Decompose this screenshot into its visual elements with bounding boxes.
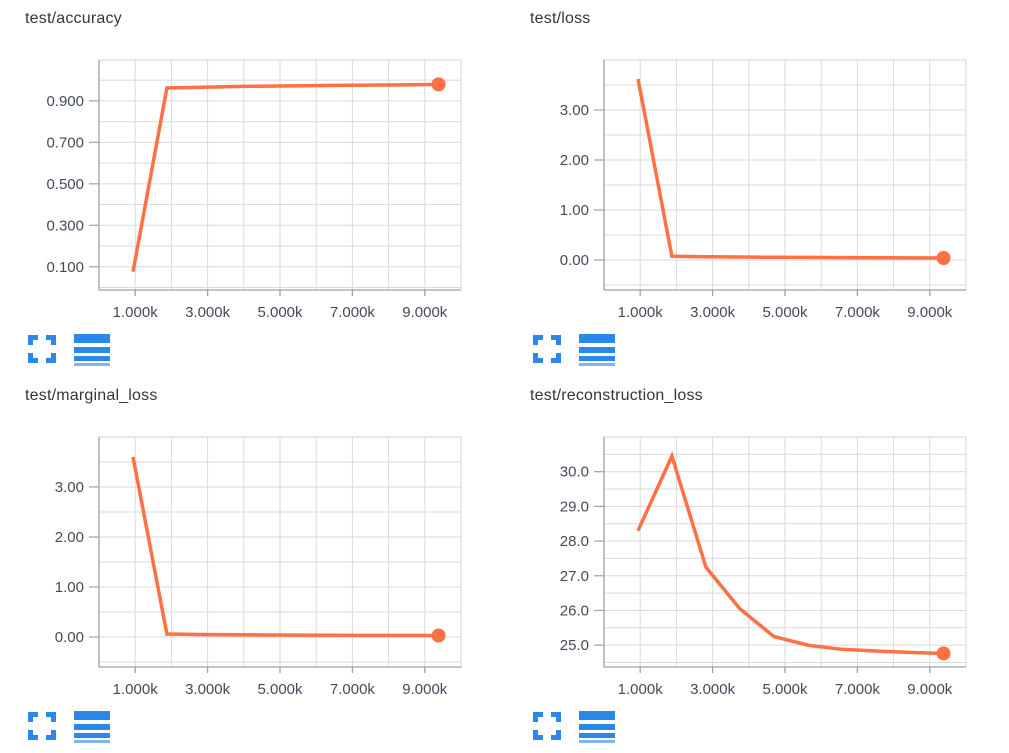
- svg-text:26.0: 26.0: [560, 602, 589, 619]
- svg-text:1.000k: 1.000k: [113, 681, 159, 698]
- svg-text:7.000k: 7.000k: [330, 304, 376, 321]
- svg-text:7.000k: 7.000k: [835, 681, 881, 698]
- line-chart[interactable]: 1.000k 3.000k 5.000k 7.000k 9.000k 0.100 0.300…: [0, 0, 504, 332]
- chart-toolbar: [532, 711, 615, 743]
- svg-text:0.300: 0.300: [46, 217, 84, 234]
- svg-text:3.000k: 3.000k: [690, 681, 736, 698]
- line-chart[interactable]: 1.000k 3.000k 5.000k 7.000k 9.000k 0.00 1.00 2.…: [505, 0, 1009, 332]
- expand-icon: [533, 335, 561, 363]
- chart-title: test/marginal_loss: [25, 387, 158, 404]
- svg-text:1.000k: 1.000k: [113, 304, 159, 321]
- svg-text:25.0: 25.0: [560, 637, 589, 654]
- svg-text:5.000k: 5.000k: [762, 681, 808, 698]
- log-scale-icon: [579, 334, 615, 366]
- chart-toolbar: [532, 334, 615, 366]
- expand-icon: [533, 712, 561, 740]
- svg-text:3.00: 3.00: [55, 479, 84, 496]
- expand-chart-button[interactable]: [27, 711, 57, 741]
- svg-text:2.00: 2.00: [560, 152, 589, 169]
- svg-text:7.000k: 7.000k: [835, 304, 881, 321]
- log-scale-icon: [579, 711, 615, 743]
- toggle-log-scale-button[interactable]: [74, 711, 110, 743]
- svg-text:9.000k: 9.000k: [402, 304, 448, 321]
- expand-chart-button[interactable]: [532, 334, 562, 364]
- chart-card-test-marginal-loss: test/marginal_loss 1.000k 3.000k 5.000k 7.0…: [0, 377, 504, 753]
- line-chart[interactable]: 1.000k 3.000k 5.000k 7.000k 9.000k 0.00 1.00 2.…: [0, 377, 504, 709]
- svg-text:1.00: 1.00: [55, 579, 84, 596]
- chart-toolbar: [27, 711, 110, 743]
- chart-title: test/loss: [530, 10, 591, 27]
- expand-icon: [28, 712, 56, 740]
- svg-text:0.100: 0.100: [46, 259, 84, 276]
- svg-text:28.0: 28.0: [560, 533, 589, 550]
- chart-title: test/reconstruction_loss: [530, 387, 703, 404]
- chart-title: test/accuracy: [25, 10, 122, 27]
- chart-card-test-accuracy: test/accuracy 1.000k 3.000k 5.000k 7.000k 9.…: [0, 0, 504, 376]
- toggle-log-scale-button[interactable]: [579, 334, 615, 366]
- toggle-log-scale-button[interactable]: [74, 334, 110, 366]
- toggle-log-scale-button[interactable]: [579, 711, 615, 743]
- svg-text:0.500: 0.500: [46, 176, 84, 193]
- log-scale-icon: [74, 711, 110, 743]
- log-scale-icon: [74, 334, 110, 366]
- svg-text:3.000k: 3.000k: [185, 304, 231, 321]
- svg-text:5.000k: 5.000k: [762, 304, 808, 321]
- chart-toolbar: [27, 334, 110, 366]
- svg-text:0.00: 0.00: [560, 252, 589, 269]
- svg-text:27.0: 27.0: [560, 568, 589, 585]
- svg-text:5.000k: 5.000k: [257, 681, 303, 698]
- expand-chart-button[interactable]: [27, 334, 57, 364]
- line-chart[interactable]: 1.000k 3.000k 5.000k 7.000k 9.000k 25.0 26.0 27…: [505, 377, 1009, 709]
- expand-chart-button[interactable]: [532, 711, 562, 741]
- expand-icon: [28, 335, 56, 363]
- svg-text:1.000k: 1.000k: [618, 681, 664, 698]
- svg-text:1.000k: 1.000k: [618, 304, 664, 321]
- svg-text:30.0: 30.0: [560, 464, 589, 481]
- svg-text:7.000k: 7.000k: [330, 681, 376, 698]
- svg-text:0.900: 0.900: [46, 93, 84, 110]
- chart-card-test-reconstruction-loss: test/reconstruction_loss 1.000k 3.000k 5.0…: [505, 377, 1009, 753]
- chart-card-test-loss: test/loss 1.000k 3.000k 5.000k 7.000k 9.000k…: [505, 0, 1009, 376]
- svg-text:3.000k: 3.000k: [185, 681, 231, 698]
- svg-text:2.00: 2.00: [55, 529, 84, 546]
- svg-text:9.000k: 9.000k: [907, 681, 953, 698]
- svg-text:3.00: 3.00: [560, 102, 589, 119]
- svg-text:9.000k: 9.000k: [907, 304, 953, 321]
- svg-text:3.000k: 3.000k: [690, 304, 736, 321]
- svg-text:0.00: 0.00: [55, 629, 84, 646]
- svg-text:1.00: 1.00: [560, 202, 589, 219]
- svg-text:0.700: 0.700: [46, 134, 84, 151]
- svg-text:29.0: 29.0: [560, 498, 589, 515]
- svg-text:9.000k: 9.000k: [402, 681, 448, 698]
- svg-text:5.000k: 5.000k: [257, 304, 303, 321]
